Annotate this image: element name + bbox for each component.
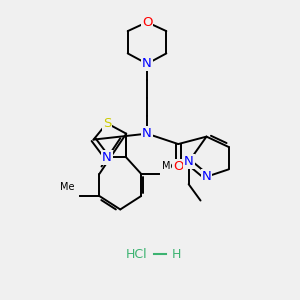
Text: N: N [102, 151, 112, 164]
Text: H: H [172, 248, 182, 260]
Text: N: N [202, 170, 211, 183]
Text: O: O [142, 16, 152, 29]
Text: S: S [103, 117, 111, 130]
Text: N: N [142, 57, 152, 70]
Text: N: N [184, 155, 194, 168]
Text: HCl: HCl [126, 248, 147, 260]
Text: N: N [142, 127, 152, 140]
Text: O: O [173, 160, 184, 173]
Text: Me: Me [60, 182, 74, 192]
Text: Me: Me [162, 161, 176, 171]
